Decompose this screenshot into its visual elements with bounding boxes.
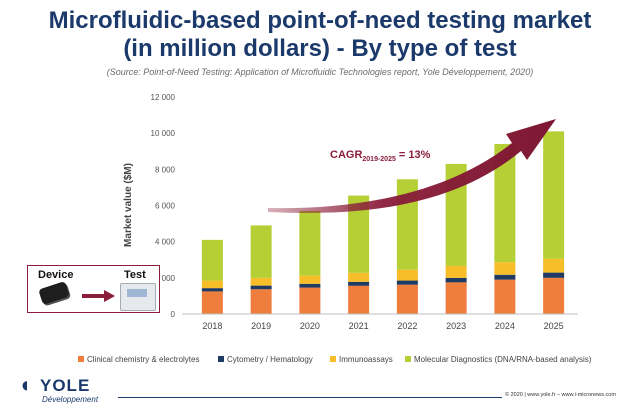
bar-segment	[348, 195, 370, 273]
bar-segment	[543, 258, 565, 273]
y-tick-label: 6 000	[155, 202, 176, 211]
cagr-annotation: CAGR2019-2025 = 13%	[330, 149, 431, 163]
bar-segment	[543, 277, 565, 314]
bar-segment	[494, 274, 516, 280]
bar-segment	[494, 279, 516, 314]
legend-label: Cytometry / Hematology	[227, 355, 313, 364]
bar-segment	[396, 269, 418, 281]
legend-swatch	[330, 356, 336, 362]
bar-segment	[494, 144, 516, 263]
x-tick-label: 2018	[202, 321, 222, 331]
bar-segment	[543, 272, 565, 278]
logo-subtitle: Développement	[42, 395, 99, 404]
page-title-line-1: Microfluidic-based point-of-need testing…	[48, 7, 592, 34]
y-tick-label: 10 000	[151, 129, 176, 138]
device-image	[38, 281, 70, 305]
bar-segment	[348, 281, 370, 286]
bar-segment	[250, 277, 272, 286]
bar-segment	[348, 272, 370, 282]
bar-segment	[201, 239, 223, 281]
arrow-right-icon	[82, 290, 115, 302]
test-label: Test	[124, 269, 146, 281]
y-axis-label: Market value ($M)	[123, 163, 134, 247]
y-tick-label: 0	[171, 310, 176, 319]
y-tick-label: 8 000	[155, 165, 176, 174]
bar-segment	[396, 280, 418, 285]
y-tick-label: 4 000	[155, 238, 176, 247]
bar-segment	[299, 210, 321, 276]
legend-label: Clinical chemistry & electrolytes	[87, 355, 199, 364]
bar-segment	[250, 289, 272, 314]
x-tick-label: 2023	[446, 321, 466, 331]
footer-divider	[118, 397, 502, 398]
x-tick-label: 2025	[544, 321, 564, 331]
copyright-text: © 2020 | www.yole.fr – www.i-micronews.c…	[505, 392, 616, 398]
bar-segment	[250, 225, 272, 278]
bar-segment	[299, 275, 321, 284]
y-tick-label: 12 000	[151, 93, 176, 102]
bar-segment	[445, 282, 467, 314]
logo-name: YOLE	[40, 376, 91, 395]
yole-logo: ◖ YOLE Développement	[18, 374, 110, 410]
bar-segment	[201, 288, 223, 292]
bar-segment	[445, 265, 467, 278]
bar-segment	[201, 280, 223, 289]
x-tick-label: 2022	[397, 321, 417, 331]
chart-legend: Clinical chemistry & electrolytes Cytomet…	[78, 355, 592, 364]
source-caption: (Source: Point-of-Need Testing: Applicat…	[106, 67, 534, 77]
legend-label: Molecular Diagnostics (DNA/RNA-based ana…	[414, 355, 592, 364]
legend-swatch	[218, 356, 224, 362]
x-tick-label: 2024	[495, 321, 515, 331]
bar-segment	[494, 262, 516, 275]
bar-segment	[445, 277, 467, 283]
bar-segment	[348, 285, 370, 314]
x-tick-label: 2021	[349, 321, 369, 331]
growth-arrow	[268, 119, 556, 213]
bar-segment	[396, 284, 418, 314]
logo-swoosh-icon: ◖	[18, 372, 32, 397]
device-to-test-inset: Device Test	[27, 265, 160, 313]
test-instrument-image	[120, 283, 156, 311]
bar-segment	[299, 287, 321, 314]
bar-segment	[201, 291, 223, 314]
bar-segment	[250, 285, 272, 290]
x-tick-label: 2020	[300, 321, 320, 331]
page-title-line-2: (in million dollars) - By type of test	[123, 35, 517, 62]
legend-label: Immunoassays	[339, 355, 393, 364]
legend-swatch	[78, 356, 84, 362]
bar-segment	[543, 131, 565, 259]
x-tick-label: 2019	[251, 321, 271, 331]
y-tick-label: 2 000	[155, 274, 176, 283]
legend-swatch	[405, 356, 411, 362]
bar-segment	[299, 283, 321, 288]
device-label: Device	[38, 269, 74, 281]
